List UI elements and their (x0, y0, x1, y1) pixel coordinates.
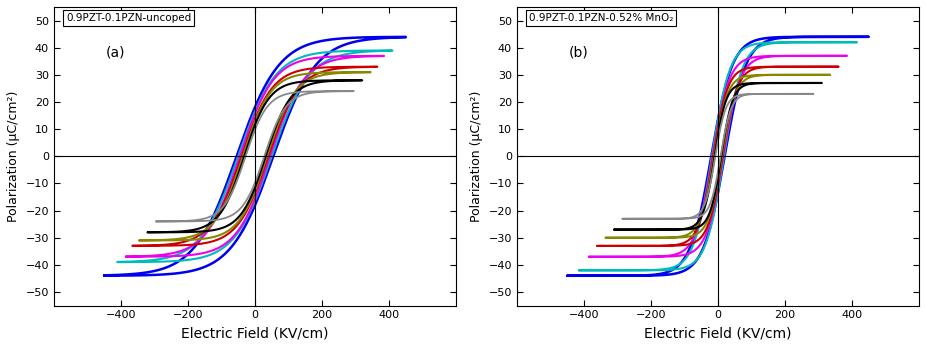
Text: (b): (b) (569, 46, 589, 60)
Y-axis label: Polarization (μC/cm²): Polarization (μC/cm²) (6, 91, 20, 222)
Text: 0.9PZT-0.1PZN-0.52% MnO₂: 0.9PZT-0.1PZN-0.52% MnO₂ (529, 13, 673, 23)
Text: (a): (a) (106, 46, 126, 60)
Text: 0.9PZT-0.1PZN-uncoped: 0.9PZT-0.1PZN-uncoped (66, 13, 191, 23)
X-axis label: Electric Field (KV/cm): Electric Field (KV/cm) (181, 326, 329, 340)
X-axis label: Electric Field (KV/cm): Electric Field (KV/cm) (644, 326, 792, 340)
Y-axis label: Polarization (μC/cm²): Polarization (μC/cm²) (469, 91, 483, 222)
